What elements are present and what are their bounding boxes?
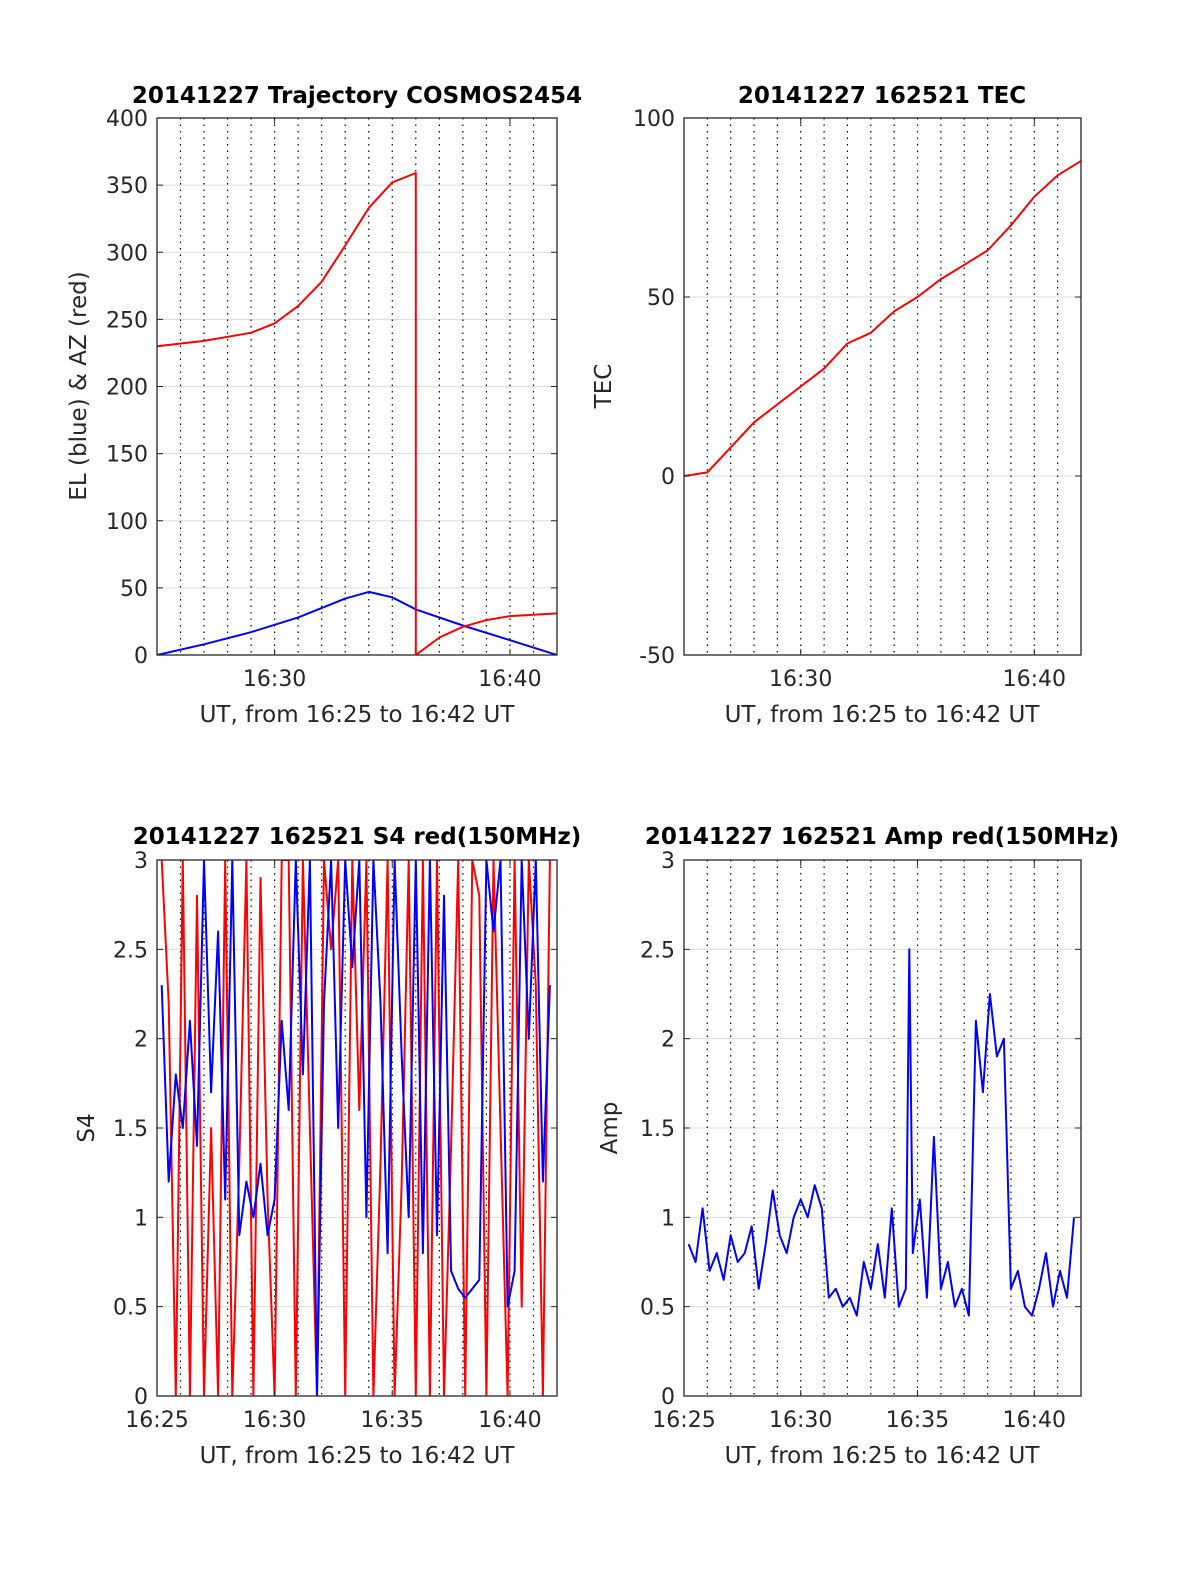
- x-tick-label: 16:30: [769, 1408, 832, 1433]
- y-axis-label: Amp: [597, 1102, 623, 1155]
- y-tick-label: 150: [106, 443, 148, 468]
- panel-trajectory: 20141227 Trajectory COSMOS2454 UT, from …: [66, 83, 582, 728]
- y-tick-label: 0: [661, 465, 675, 490]
- x-axis-label: UT, from 16:25 to 16:42 UT: [725, 1443, 1041, 1469]
- chart-title: 20141227 Trajectory COSMOS2454: [132, 83, 582, 109]
- chart-title: 20141227 162521 TEC: [738, 83, 1026, 109]
- y-tick-label: 1: [661, 1206, 675, 1231]
- x-tick-label: 16:30: [243, 667, 306, 692]
- series-line-amp: [687, 948, 1075, 1317]
- series-line-tec: [684, 160, 1081, 477]
- series-line-s4-red: [160, 860, 551, 1396]
- y-tick-label: 0: [134, 644, 148, 669]
- y-tick-label: 2.5: [113, 938, 148, 963]
- y-tick-label: 3: [134, 849, 148, 874]
- y-tick-label: 1.5: [640, 1117, 675, 1142]
- y-tick-label: 1.5: [113, 1117, 148, 1142]
- y-tick-label: 100: [106, 510, 148, 535]
- x-tick-label: 16:35: [361, 1408, 424, 1433]
- y-axis-label: EL (blue) & AZ (red): [66, 271, 92, 500]
- y-tick-label: 2.5: [640, 938, 675, 963]
- series-line-s4-blue: [160, 860, 551, 1396]
- x-tick-label: 16:30: [243, 1408, 306, 1433]
- panel-s4: 20141227 162521 S4 red(150MHz) UT, from …: [74, 824, 581, 1469]
- y-tick-label: 2: [661, 1028, 675, 1053]
- series-line-el: [157, 590, 557, 655]
- chart-title: 20141227 162521 Amp red(150MHz): [645, 824, 1119, 850]
- y-tick-label: -50: [639, 644, 675, 669]
- y-tick-label: 50: [120, 577, 148, 602]
- y-tick-label: 0: [661, 1385, 675, 1410]
- y-tick-label: 250: [106, 308, 148, 333]
- x-tick-label: 16:40: [1003, 1408, 1066, 1433]
- y-tick-label: 3: [661, 849, 675, 874]
- x-tick-label: 16:40: [1003, 667, 1066, 692]
- chart-title: 20141227 162521 S4 red(150MHz): [133, 824, 582, 850]
- x-axis-label: UT, from 16:25 to 16:42 UT: [200, 702, 516, 728]
- y-axis-label: S4: [74, 1113, 100, 1142]
- x-tick-label: 16:40: [478, 667, 541, 692]
- y-tick-label: 400: [106, 107, 148, 132]
- y-tick-label: 200: [106, 376, 148, 401]
- y-tick-label: 2: [134, 1028, 148, 1053]
- y-axis-label: TEC: [591, 364, 617, 410]
- y-tick-label: 0: [134, 1385, 148, 1410]
- y-tick-label: 1: [134, 1206, 148, 1231]
- x-axis-label: UT, from 16:25 to 16:42 UT: [725, 702, 1041, 728]
- x-tick-label: 16:30: [769, 667, 832, 692]
- x-tick-label: 16:25: [652, 1408, 715, 1433]
- series-line-az: [157, 172, 557, 655]
- panel-tec: 20141227 162521 TEC UT, from 16:25 to 16…: [591, 83, 1082, 728]
- x-tick-label: 16:35: [886, 1408, 949, 1433]
- y-tick-label: 0.5: [640, 1296, 675, 1321]
- y-tick-label: 100: [633, 107, 675, 132]
- y-tick-label: 0.5: [113, 1296, 148, 1321]
- x-tick-label: 16:40: [478, 1408, 541, 1433]
- x-axis-label: UT, from 16:25 to 16:42 UT: [200, 1443, 516, 1469]
- panel-amp: 20141227 162521 Amp red(150MHz) UT, from…: [597, 824, 1119, 1469]
- y-tick-label: 50: [647, 286, 675, 311]
- y-tick-label: 300: [106, 241, 148, 266]
- axes-box: [683, 117, 1082, 656]
- x-tick-label: 16:25: [125, 1408, 188, 1433]
- y-tick-label: 350: [106, 174, 148, 199]
